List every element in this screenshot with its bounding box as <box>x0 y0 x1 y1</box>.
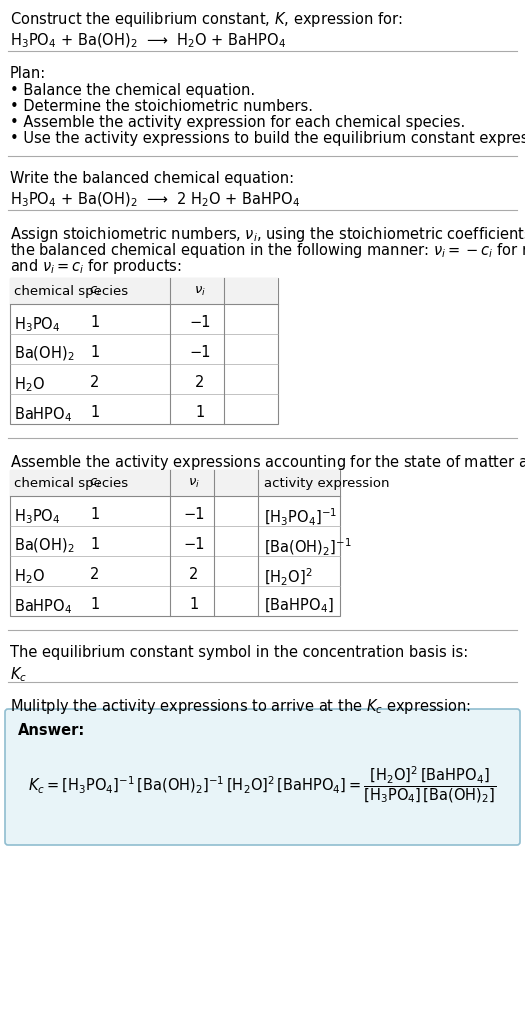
Text: −1: −1 <box>189 345 211 360</box>
Text: $K_c = [\mathrm{H_3PO_4}]^{-1}\,[\mathrm{Ba(OH)_2}]^{-1}\,[\mathrm{H_2O}]^{2}\,[: $K_c = [\mathrm{H_3PO_4}]^{-1}\,[\mathrm… <box>28 764 496 805</box>
Text: • Balance the chemical equation.: • Balance the chemical equation. <box>10 83 255 98</box>
Text: $\mathrm{BaHPO_4}$: $\mathrm{BaHPO_4}$ <box>14 596 72 615</box>
Text: $\mathrm{Ba(OH)_2}$: $\mathrm{Ba(OH)_2}$ <box>14 345 75 363</box>
Text: $[\mathrm{H_3PO_4}]^{-1}$: $[\mathrm{H_3PO_4}]^{-1}$ <box>264 507 337 528</box>
Text: −1: −1 <box>183 537 205 551</box>
Text: $\mathrm{H_3PO_4}$ + $\mathrm{Ba(OH)_2}$  ⟶  $\mathrm{H_2O}$ + $\mathrm{BaHPO_4}: $\mathrm{H_3PO_4}$ + $\mathrm{Ba(OH)_2}$… <box>10 32 286 51</box>
Bar <box>10 279 278 304</box>
Bar <box>10 470 340 496</box>
Text: Answer:: Answer: <box>18 722 85 737</box>
Text: Mulitply the activity expressions to arrive at the $K_c$ expression:: Mulitply the activity expressions to arr… <box>10 697 471 716</box>
Text: $c_i$: $c_i$ <box>89 476 101 489</box>
Text: Plan:: Plan: <box>10 66 46 81</box>
Text: Assign stoichiometric numbers, $\nu_i$, using the stoichiometric coefficients, $: Assign stoichiometric numbers, $\nu_i$, … <box>10 224 525 244</box>
Text: The equilibrium constant symbol in the concentration basis is:: The equilibrium constant symbol in the c… <box>10 644 468 659</box>
Text: $\mathrm{BaHPO_4}$: $\mathrm{BaHPO_4}$ <box>14 404 72 424</box>
Text: 1: 1 <box>90 404 100 420</box>
Text: 1: 1 <box>195 404 205 420</box>
Text: 2: 2 <box>190 566 198 581</box>
Text: 2: 2 <box>90 375 100 389</box>
Text: • Determine the stoichiometric numbers.: • Determine the stoichiometric numbers. <box>10 99 313 114</box>
Text: $c_i$: $c_i$ <box>89 285 101 298</box>
Text: the balanced chemical equation in the following manner: $\nu_i = -c_i$ for react: the balanced chemical equation in the fo… <box>10 241 525 260</box>
Text: −1: −1 <box>189 314 211 330</box>
Text: $\mathrm{H_3PO_4}$ + $\mathrm{Ba(OH)_2}$  ⟶  2 $\mathrm{H_2O}$ + $\mathrm{BaHPO_: $\mathrm{H_3PO_4}$ + $\mathrm{Ba(OH)_2}$… <box>10 191 300 209</box>
Text: $[\mathrm{Ba(OH)_2}]^{-1}$: $[\mathrm{Ba(OH)_2}]^{-1}$ <box>264 537 352 557</box>
Text: • Use the activity expressions to build the equilibrium constant expression.: • Use the activity expressions to build … <box>10 130 525 146</box>
Text: $\mathrm{H_3PO_4}$: $\mathrm{H_3PO_4}$ <box>14 314 60 334</box>
Text: Assemble the activity expressions accounting for the state of matter and $\nu_i$: Assemble the activity expressions accoun… <box>10 453 525 471</box>
Text: Construct the equilibrium constant, $K$, expression for:: Construct the equilibrium constant, $K$,… <box>10 10 403 29</box>
Text: 1: 1 <box>90 507 100 522</box>
Text: $\nu_i$: $\nu_i$ <box>194 285 206 298</box>
Text: $[\mathrm{H_2O}]^{2}$: $[\mathrm{H_2O}]^{2}$ <box>264 566 312 587</box>
Text: chemical species: chemical species <box>14 476 128 489</box>
Text: 1: 1 <box>90 537 100 551</box>
Text: and $\nu_i = c_i$ for products:: and $\nu_i = c_i$ for products: <box>10 257 182 276</box>
FancyBboxPatch shape <box>5 710 520 845</box>
Text: $\mathrm{Ba(OH)_2}$: $\mathrm{Ba(OH)_2}$ <box>14 537 75 555</box>
Text: $\mathrm{H_2O}$: $\mathrm{H_2O}$ <box>14 375 45 393</box>
Text: • Assemble the activity expression for each chemical species.: • Assemble the activity expression for e… <box>10 115 465 129</box>
Text: 2: 2 <box>195 375 205 389</box>
Text: $\mathrm{H_2O}$: $\mathrm{H_2O}$ <box>14 566 45 585</box>
Text: 1: 1 <box>90 345 100 360</box>
Bar <box>10 279 278 425</box>
Text: $\nu_i$: $\nu_i$ <box>188 476 200 489</box>
Text: activity expression: activity expression <box>264 476 390 489</box>
Text: 1: 1 <box>90 596 100 612</box>
Text: 1: 1 <box>90 314 100 330</box>
Text: chemical species: chemical species <box>14 285 128 297</box>
Text: $\mathrm{H_3PO_4}$: $\mathrm{H_3PO_4}$ <box>14 507 60 525</box>
Text: $K_c$: $K_c$ <box>10 664 27 683</box>
Text: $[\mathrm{BaHPO_4}]$: $[\mathrm{BaHPO_4}]$ <box>264 596 334 615</box>
Bar <box>10 470 340 617</box>
Text: Write the balanced chemical equation:: Write the balanced chemical equation: <box>10 171 294 186</box>
Text: 1: 1 <box>190 596 198 612</box>
Text: −1: −1 <box>183 507 205 522</box>
Text: 2: 2 <box>90 566 100 581</box>
